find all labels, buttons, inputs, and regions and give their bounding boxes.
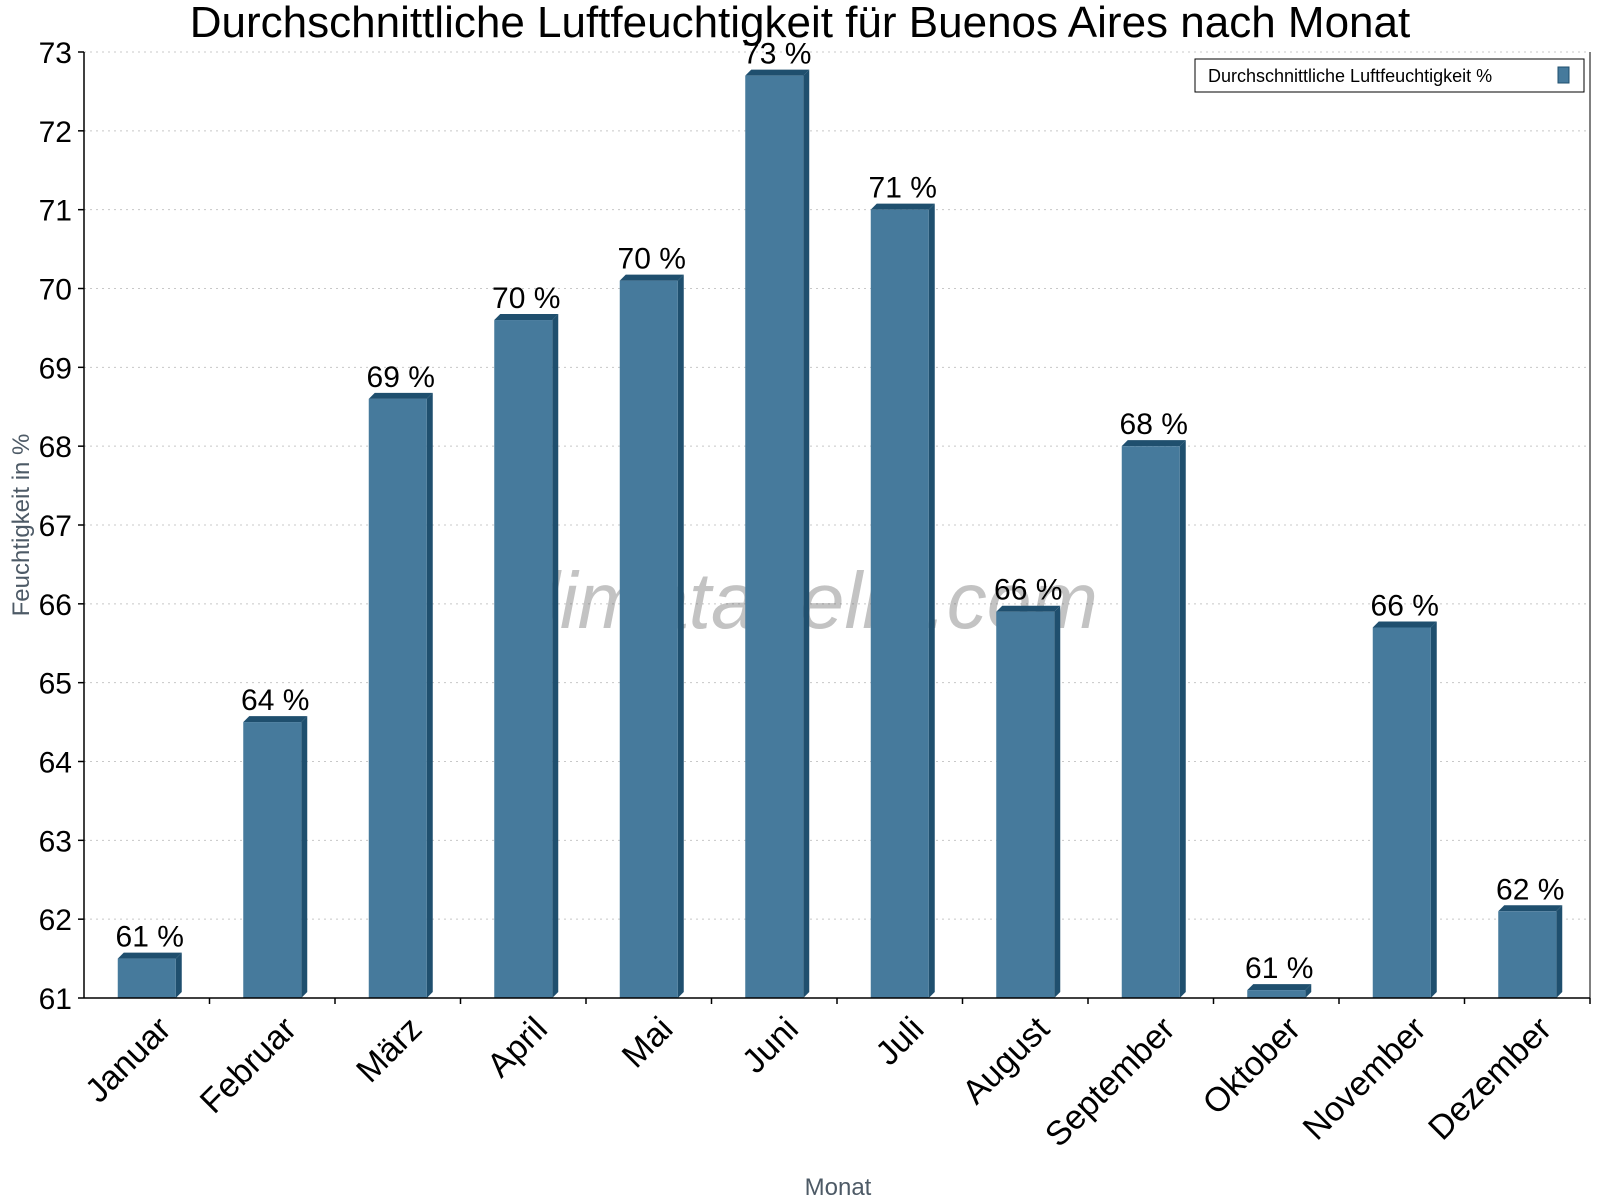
bar-top (1498, 905, 1563, 912)
bar (1498, 911, 1557, 998)
legend: Durchschnittliche Luftfeuchtigkeit % (1194, 58, 1585, 93)
bar (870, 209, 929, 998)
bar-group: 71 % (869, 172, 937, 998)
bar-side (426, 392, 433, 998)
bar-group: 68 % (1120, 408, 1188, 999)
x-ticks: Januar Februar März April Mai Juni Juli AugustS… (78, 998, 1591, 1154)
data-label: 68 % (1120, 408, 1188, 441)
y-tick-label: 69 (39, 352, 72, 385)
y-axis-title: Feuchtigkeit in % (8, 434, 35, 617)
bar-side (552, 314, 559, 998)
bar-group: 66 % (1371, 589, 1439, 998)
data-label: 70 % (492, 282, 560, 315)
bar (745, 75, 804, 998)
bar-top (494, 314, 559, 321)
x-tick-label: Juli (868, 1010, 931, 1073)
bar-top (243, 716, 308, 723)
y-tick-label: 71 (39, 195, 72, 228)
bar-top (870, 203, 935, 210)
x-tick-label: September (1038, 1010, 1182, 1154)
data-label: 71 % (869, 172, 937, 205)
legend-swatch (1557, 66, 1570, 84)
y-ticks: 61 62 63 64 65 66 67 68 69 70 71 72 73 (39, 37, 84, 1016)
y-tick-label: 70 (39, 274, 72, 307)
data-label: 61 % (1245, 952, 1313, 985)
gridlines (84, 51, 1590, 920)
bar-group: 73 % (743, 38, 811, 998)
legend-box (1194, 58, 1585, 93)
y-tick-label: 63 (39, 825, 72, 858)
data-label: 64 % (241, 684, 309, 717)
bar-group: 62 % (1496, 873, 1564, 998)
bar-side (1054, 605, 1061, 998)
data-label: 66 % (1371, 589, 1439, 622)
bar-side (677, 274, 684, 998)
bar-top (368, 392, 433, 399)
bar-side (1556, 905, 1563, 998)
bar (996, 611, 1055, 998)
bar (368, 398, 427, 998)
bar (1121, 446, 1180, 999)
bar (1372, 627, 1431, 998)
bar-top (1247, 984, 1312, 991)
x-tick-label: Juni (735, 1010, 806, 1081)
data-label: 62 % (1496, 873, 1564, 906)
bar-group: 69 % (367, 361, 435, 998)
bar-side (1179, 440, 1186, 999)
bar-group: 61 % (1245, 952, 1313, 998)
bar-top (996, 605, 1061, 612)
bar (494, 320, 553, 998)
bar-side (1305, 984, 1312, 998)
bar-group: 64 % (241, 684, 309, 998)
data-label: 61 % (116, 921, 184, 954)
y-tick-label: 72 (39, 116, 72, 149)
data-label: 66 % (994, 574, 1062, 607)
y-tick-label: 65 (39, 668, 72, 701)
bar-side (803, 69, 810, 998)
bar (619, 280, 678, 998)
y-tick-label: 64 (39, 747, 72, 780)
bar-side (928, 203, 935, 998)
bar-group: 61 % (116, 921, 184, 998)
bar-top (1121, 440, 1186, 447)
x-tick-label: Dezember (1421, 1010, 1559, 1148)
y-tick-label: 66 (39, 589, 72, 622)
legend-label: Durchschnittliche Luftfeuchtigkeit % (1208, 66, 1492, 86)
bar-group: 66 % (994, 574, 1062, 998)
bar (243, 722, 302, 998)
x-axis-title: Monat (805, 1174, 872, 1200)
y-tick-label: 73 (39, 37, 72, 70)
bar-group: 70 % (618, 243, 686, 998)
bar-side (175, 952, 182, 998)
x-tick-label: März (349, 1010, 429, 1090)
x-tick-label: Mai (615, 1010, 681, 1076)
y-tick-label: 61 (39, 983, 72, 1016)
bar-top (1372, 621, 1437, 628)
y-tick-label: 67 (39, 510, 72, 543)
y-tick-label: 62 (39, 904, 72, 937)
bar-side (301, 716, 308, 998)
chart-title: Durchschnittliche Luftfeuchtigkeit für B… (190, 0, 1410, 47)
data-label: 73 % (743, 38, 811, 71)
x-tick-label: Februar (193, 1010, 304, 1121)
x-tick-label: November (1296, 1010, 1434, 1148)
axes (83, 52, 1591, 999)
data-label: 70 % (618, 243, 686, 276)
y-tick-label: 68 (39, 431, 72, 464)
bar-top (117, 952, 182, 959)
bars: 61 % 64 % 69 % 70 % 70 % 73 % 71 % 66 % 68 % 61 %… (116, 38, 1564, 999)
x-tick-label: Januar (78, 1010, 178, 1110)
x-tick-label: Oktober (1196, 1010, 1308, 1122)
data-label: 69 % (367, 361, 435, 394)
x-tick-label: April (480, 1010, 555, 1085)
bar-top (619, 274, 684, 281)
x-tick-label: August (955, 1009, 1057, 1111)
bar-group: 70 % (492, 282, 560, 998)
bar-side (1430, 621, 1437, 998)
bar (117, 958, 176, 998)
bar (1247, 990, 1306, 998)
bar-top (745, 69, 810, 76)
